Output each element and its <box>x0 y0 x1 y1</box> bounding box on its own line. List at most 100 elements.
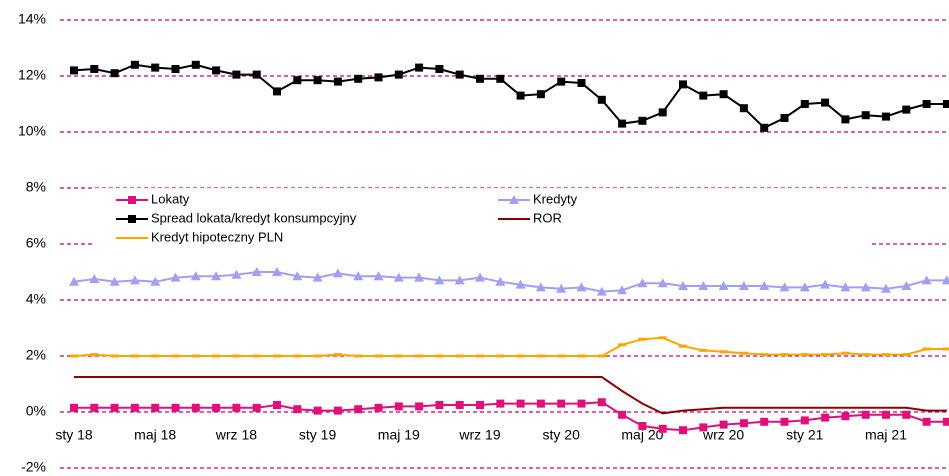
marker <box>374 73 383 82</box>
marker <box>516 399 525 408</box>
legend-item: Lokaty <box>116 191 190 206</box>
marker <box>151 403 160 412</box>
marker <box>922 417 931 426</box>
marker <box>922 347 931 351</box>
marker <box>212 66 221 75</box>
marker <box>70 354 78 358</box>
marker <box>170 272 181 282</box>
marker <box>535 282 546 292</box>
x-tick-label: maj 20 <box>621 427 663 443</box>
marker <box>393 272 404 282</box>
marker <box>596 286 607 296</box>
marker <box>577 79 586 87</box>
legend-marker <box>509 195 519 204</box>
marker <box>800 416 809 425</box>
marker <box>942 100 949 108</box>
marker <box>191 403 200 412</box>
marker <box>516 91 525 100</box>
marker <box>89 274 100 283</box>
marker <box>455 401 464 409</box>
y-tick-label: 4% <box>26 291 46 307</box>
y-tick-label: 6% <box>26 235 46 251</box>
marker <box>354 405 363 414</box>
marker <box>679 80 687 89</box>
marker <box>719 350 728 354</box>
x-tick-label: sty 19 <box>299 427 337 443</box>
x-tick-label: maj 19 <box>378 427 420 443</box>
marker <box>252 403 261 412</box>
marker <box>435 401 444 409</box>
marker <box>110 403 119 412</box>
marker <box>110 354 119 358</box>
marker <box>800 353 809 357</box>
marker <box>394 402 403 411</box>
marker <box>861 111 870 120</box>
marker <box>251 267 262 276</box>
marker <box>902 353 911 357</box>
x-tick-label: wrz 19 <box>458 427 500 443</box>
marker <box>455 70 464 79</box>
marker <box>476 74 484 83</box>
legend-marker <box>128 196 136 204</box>
legend-label: Spread lokata/kredyt konsumpcyjny <box>151 210 357 225</box>
x-tick-label: maj 21 <box>865 427 907 443</box>
marker <box>90 403 99 412</box>
marker <box>516 354 525 358</box>
marker <box>394 70 403 79</box>
marker <box>190 271 201 281</box>
y-tick-label: -2% <box>21 459 46 475</box>
marker <box>312 272 323 282</box>
marker <box>495 276 506 286</box>
legend-label: ROR <box>533 210 562 225</box>
marker <box>881 283 891 293</box>
marker <box>171 354 180 358</box>
marker <box>171 65 180 73</box>
marker <box>699 348 708 352</box>
marker <box>841 115 850 124</box>
marker <box>577 354 586 358</box>
marker <box>719 90 728 99</box>
marker <box>476 401 484 409</box>
marker <box>760 353 769 357</box>
marker <box>231 269 242 279</box>
marker <box>272 267 282 276</box>
marker <box>515 279 526 289</box>
marker <box>557 354 566 358</box>
legend-box <box>95 188 870 250</box>
marker <box>860 282 871 292</box>
marker <box>252 70 261 79</box>
marker <box>861 410 870 419</box>
marker <box>618 410 627 419</box>
marker <box>698 281 709 290</box>
marker <box>679 426 687 435</box>
y-tick-label: 8% <box>26 179 46 195</box>
marker <box>618 119 627 128</box>
legend-item: Kredyty <box>498 191 578 206</box>
marker <box>476 354 484 358</box>
marker <box>902 410 911 419</box>
x-tick-label: sty 21 <box>786 427 824 443</box>
marker <box>861 353 870 357</box>
marker <box>841 412 850 421</box>
marker <box>293 405 302 414</box>
marker <box>171 403 180 412</box>
series-line <box>73 63 947 130</box>
marker <box>902 105 911 114</box>
marker <box>821 413 830 422</box>
marker <box>699 423 708 432</box>
marker <box>557 77 566 86</box>
marker <box>780 114 789 122</box>
marker <box>313 406 322 415</box>
marker <box>129 275 140 285</box>
y-tick-label: 14% <box>18 11 46 27</box>
marker <box>273 354 281 358</box>
marker <box>273 401 281 409</box>
marker <box>435 65 444 73</box>
marker <box>151 63 160 72</box>
marker <box>313 76 322 85</box>
marker <box>821 353 830 357</box>
series-line <box>73 336 947 357</box>
marker <box>942 347 949 351</box>
marker <box>638 116 647 125</box>
legend-label: Lokaty <box>151 191 190 206</box>
